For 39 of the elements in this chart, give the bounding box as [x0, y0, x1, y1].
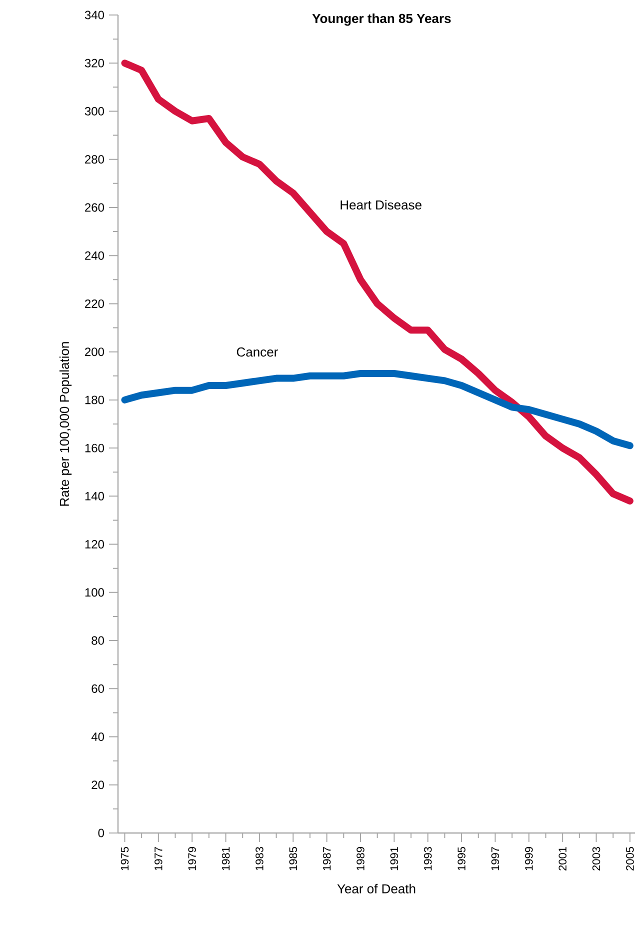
- x-tick-label: 2001: [558, 847, 566, 870]
- x-tick-label: 1993: [424, 847, 432, 870]
- y-tick-label: 260: [85, 203, 104, 212]
- y-tick-label: 40: [91, 732, 104, 741]
- y-tick-label: 0: [98, 828, 104, 838]
- y-tick-label: 300: [84, 106, 104, 116]
- chart-title: Younger than 85 Years: [312, 14, 451, 26]
- y-tick-label: 60: [92, 684, 104, 693]
- x-tick-label: 1983: [256, 847, 264, 870]
- x-tick-label: 1985: [289, 847, 298, 870]
- y-tick-label: 80: [92, 636, 104, 645]
- y-tick-label: 120: [85, 540, 104, 549]
- x-tick-label: 1999: [525, 847, 533, 870]
- y-tick-label: 180: [85, 396, 104, 404]
- series-label: Cancer: [236, 347, 278, 357]
- y-tick-label: 140: [85, 492, 104, 500]
- x-tick-label: 1979: [188, 847, 196, 870]
- series-label: Heart Disease: [340, 200, 422, 210]
- y-tick-label: 160: [85, 444, 104, 452]
- x-axis-title: Year of Death: [337, 884, 416, 894]
- x-tick-label: 2005: [626, 847, 634, 870]
- x-tick-label: 1989: [356, 847, 364, 870]
- y-tick-label: 220: [85, 299, 104, 308]
- x-tick-label: 1987: [322, 847, 331, 870]
- y-axis-title: Rate per 100,000 Population: [59, 342, 72, 506]
- x-tick-label: 1995: [458, 847, 466, 870]
- x-tick-label: 1975: [120, 847, 129, 870]
- y-tick-label: 280: [85, 155, 104, 164]
- x-tick-label: 2003: [592, 847, 600, 870]
- x-tick-label: 1977: [154, 847, 162, 870]
- y-tick-label: 340: [84, 10, 104, 20]
- x-tick-label: 1997: [491, 847, 500, 870]
- x-tick-label: 1991: [390, 847, 398, 870]
- x-tick-label: 1981: [222, 847, 230, 870]
- y-tick-label: 20: [92, 780, 104, 790]
- y-tick-label: 240: [85, 251, 104, 260]
- y-tick-label: 200: [85, 348, 104, 356]
- y-tick-label: 320: [84, 58, 104, 68]
- y-tick-label: 100: [85, 588, 104, 597]
